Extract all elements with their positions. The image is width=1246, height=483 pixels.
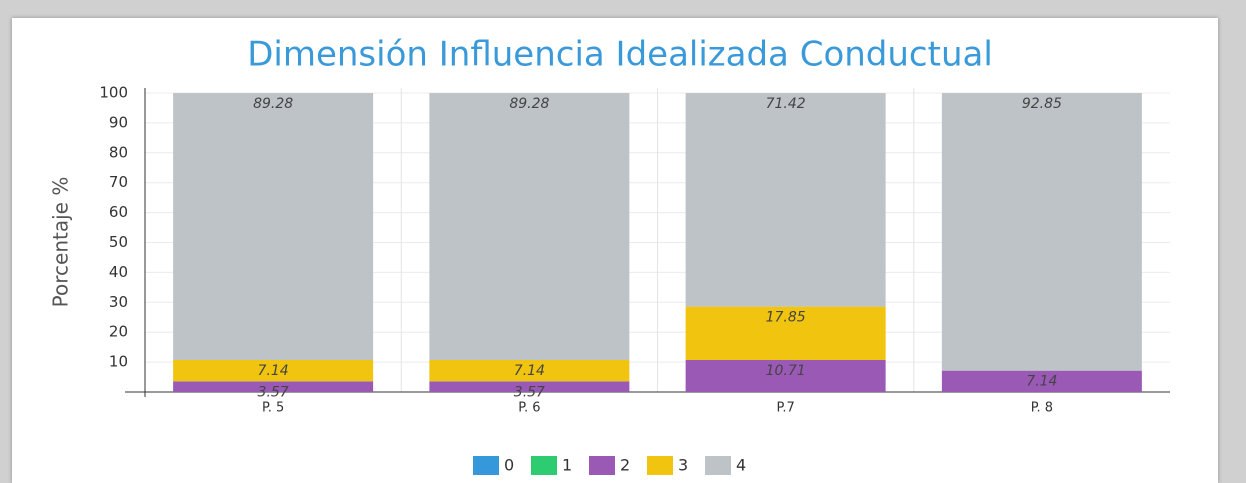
chart-title: Dimensión Influencia Idealizada Conductu… — [247, 35, 993, 75]
bar-segment — [429, 93, 630, 360]
bar-segment — [941, 93, 1142, 371]
data-label: 7.14 — [258, 363, 289, 379]
bar-segment — [941, 370, 1142, 392]
data-label: 89.28 — [253, 96, 293, 112]
x-tick-label: P. 6 — [518, 401, 540, 416]
y-tick-label: 80 — [109, 143, 128, 161]
bar-segment — [173, 359, 374, 382]
y-tick-label: 30 — [109, 293, 128, 311]
data-label: 92.85 — [1022, 96, 1062, 112]
bar-segment — [685, 359, 886, 392]
x-tick-label: P. 8 — [1031, 401, 1053, 416]
legend-label: 2 — [620, 456, 630, 475]
bar-segment — [173, 93, 374, 360]
data-label: 71.42 — [766, 96, 806, 112]
y-tick-label: 20 — [109, 323, 128, 341]
y-tick-label: 90 — [109, 113, 128, 131]
y-tick-label: 50 — [109, 233, 128, 251]
data-label: 7.14 — [514, 363, 545, 379]
bar-segment — [429, 359, 630, 382]
y-axis-label: Porcentaje % — [49, 177, 73, 308]
data-label: 7.14 — [1026, 374, 1057, 390]
data-label: 17.85 — [766, 310, 806, 326]
y-tick-label: 10 — [109, 353, 128, 371]
bar-segment — [685, 93, 886, 307]
y-tick-label: 100 — [99, 84, 128, 102]
bar-segment — [173, 381, 374, 392]
legend-swatch — [647, 456, 673, 475]
bar-segment — [429, 381, 630, 392]
legend-swatch — [531, 456, 557, 475]
x-tick-label: P. 5 — [262, 401, 284, 416]
data-label: 3.57 — [258, 384, 289, 400]
bar-segment — [685, 306, 886, 360]
legend-label: 3 — [678, 456, 688, 475]
data-label: 89.28 — [509, 96, 549, 112]
legend-swatch — [473, 456, 499, 475]
legend-swatch — [705, 456, 731, 475]
data-label: 3.57 — [514, 384, 545, 400]
y-tick-label: 70 — [109, 173, 128, 191]
legend-swatch — [589, 456, 615, 475]
legend-label: 0 — [504, 456, 514, 475]
y-tick-label: 40 — [109, 263, 128, 281]
legend-label: 4 — [736, 456, 746, 475]
x-tick-label: P.7 — [777, 401, 795, 416]
y-tick-label: 60 — [109, 203, 128, 221]
data-label: 10.71 — [766, 363, 806, 379]
legend-label: 1 — [562, 456, 572, 475]
